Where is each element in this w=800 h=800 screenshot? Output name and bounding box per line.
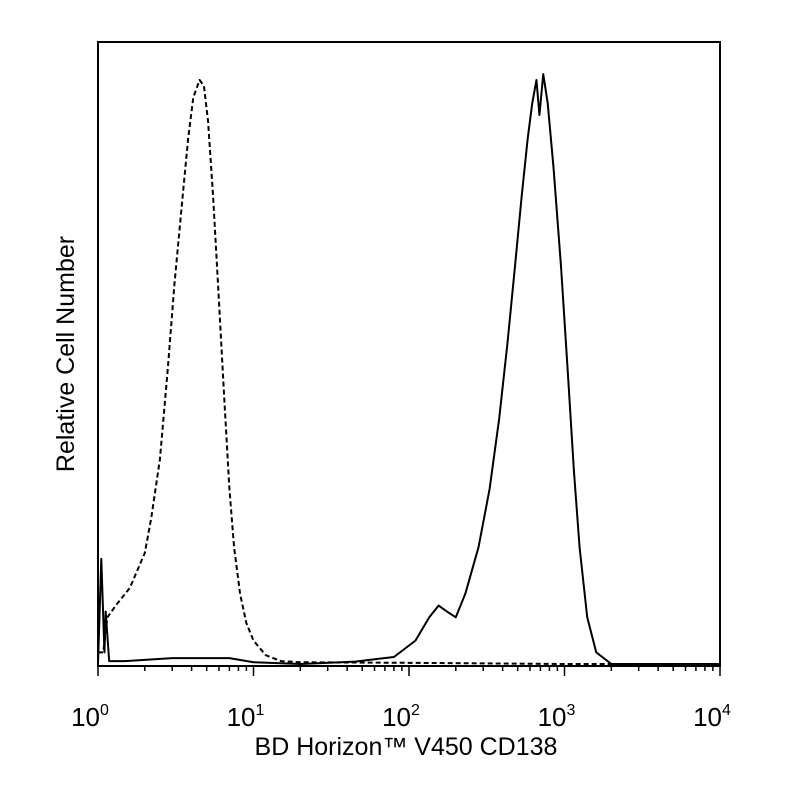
y-axis-label: Relative Cell Number [52,236,80,472]
x-tick-label: 101 [227,702,265,732]
x-tick-label-base: 10 [538,702,567,732]
x-tick-label: 102 [382,702,420,732]
x-axis-tick-labels: 100 101 102 103 104 [71,702,731,732]
x-tick-label-base: 10 [693,702,722,732]
x-tick-label-exponent: 2 [411,702,420,719]
x-axis-label: BD Horizon™ V450 CD138 [255,733,558,761]
x-tick-label-base: 10 [71,702,100,732]
series-group [97,73,720,665]
isotype-control-curve [98,79,720,665]
x-tick-label-base: 10 [382,702,411,732]
x-tick-label: 104 [693,702,731,732]
x-tick-label: 100 [71,702,109,732]
x-tick-label-exponent: 4 [722,702,731,719]
x-tick-label-exponent: 0 [100,702,109,719]
x-tick-label: 103 [538,702,576,732]
x-axis-ticks [97,666,721,676]
x-tick-label-exponent: 3 [567,702,576,719]
stained-sample-curve [97,73,720,665]
x-tick-label-base: 10 [227,702,256,732]
x-tick-label-exponent: 1 [256,702,265,719]
